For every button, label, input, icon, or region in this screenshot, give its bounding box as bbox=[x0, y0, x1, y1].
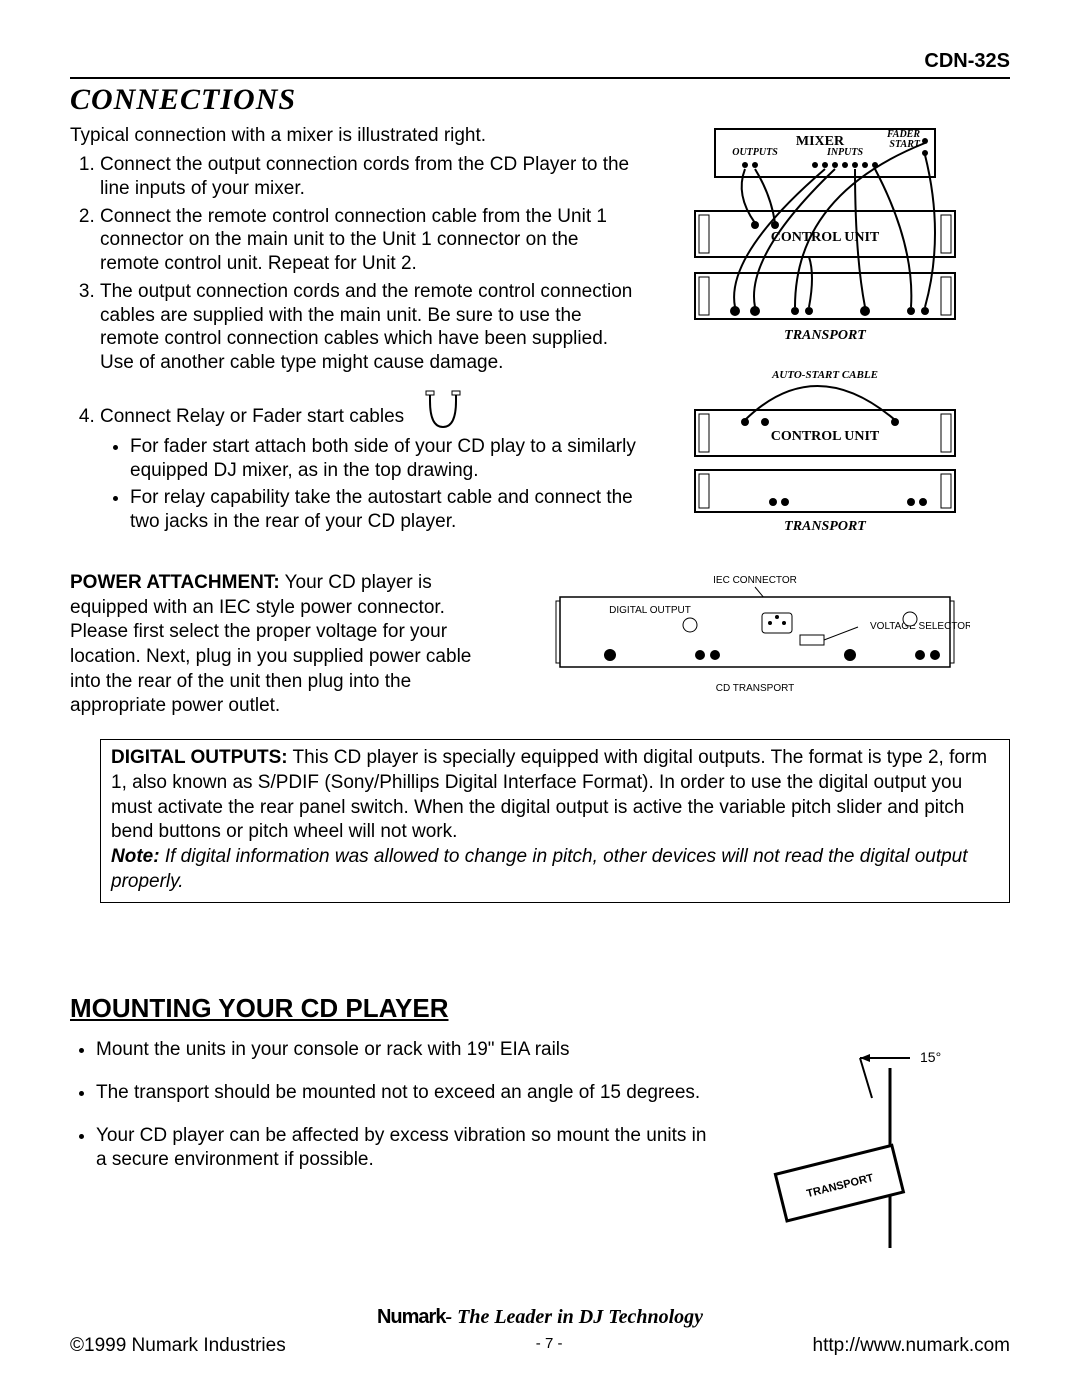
lbl-transport-1: TRANSPORT bbox=[784, 328, 867, 343]
mounting-diagram: 15° TRANSPORT bbox=[760, 1038, 960, 1258]
section-connections-title: CONNECTIONS bbox=[70, 77, 1010, 117]
lbl-autostart: AUTO-START CABLE bbox=[771, 369, 878, 381]
mixer-diagram: MIXER FADER START OUTPUTS INPUTS CONTROL… bbox=[685, 125, 965, 355]
step-4-row: Connect Relay or Fader start cables bbox=[70, 385, 640, 433]
mounting-text: Mount the units in your console or rack … bbox=[70, 1038, 710, 1191]
mounting-block: Mount the units in your console or rack … bbox=[70, 1038, 1010, 1263]
step-4-list: Connect Relay or Fader start cables bbox=[70, 405, 404, 433]
lbl-transport-2: TRANSPORT bbox=[784, 519, 867, 534]
autostart-diagram: AUTO-START CABLE CONTROL UNIT TRANSPORT bbox=[685, 366, 965, 546]
mounting-bullets: Mount the units in your console or rack … bbox=[70, 1038, 710, 1173]
mount-bullet-3: Your CD player can be affected by excess… bbox=[96, 1124, 710, 1173]
lbl-control-unit-1: CONTROL UNIT bbox=[771, 230, 880, 245]
footer-row: ©1999 Numark Industries - 7 - http://www… bbox=[70, 1335, 1010, 1357]
page-footer: Numark- The Leader in DJ Technology ©199… bbox=[70, 1306, 1010, 1357]
lbl-start: START bbox=[889, 139, 920, 150]
connections-text: Typical connection with a mixer is illus… bbox=[70, 125, 640, 544]
brand-logo: Numark bbox=[377, 1306, 445, 1328]
connection-steps: Connect the output connection cords from… bbox=[70, 153, 640, 375]
mounting-diagram-container: 15° TRANSPORT bbox=[710, 1038, 1010, 1263]
power-body: Your CD player is equipped with an IEC s… bbox=[70, 572, 471, 716]
digital-note-label: Note: bbox=[111, 846, 160, 867]
section-mounting-title: MOUNTING YOUR CD PLAYER bbox=[70, 993, 1010, 1024]
model-number: CDN-32S bbox=[70, 50, 1010, 73]
mount-bullet-2: The transport should be mounted not to e… bbox=[96, 1081, 710, 1106]
right-diagrams: MIXER FADER START OUTPUTS INPUTS CONTROL… bbox=[640, 125, 1010, 551]
sub-bullet-1: For fader start attach both side of your… bbox=[130, 435, 640, 483]
step-3: The output connection cords and the remo… bbox=[100, 280, 640, 375]
lbl-iec: IEC CONNECTOR bbox=[713, 575, 797, 586]
power-label: POWER ATTACHMENT: bbox=[70, 572, 280, 593]
brand-tagline: Numark- The Leader in DJ Technology bbox=[70, 1306, 1010, 1329]
lbl-control-unit-2: CONTROL UNIT bbox=[771, 429, 880, 444]
power-diagram-container: IEC CONNECTOR DIGITAL OUTPUT VOLTAGE SEL… bbox=[480, 571, 1010, 716]
digital-note: If digital information was allowed to ch… bbox=[111, 846, 968, 892]
step-1: Connect the output connection cords from… bbox=[100, 153, 640, 201]
step-2: Connect the remote control connection ca… bbox=[100, 205, 640, 276]
mount-bullet-1: Mount the units in your console or rack … bbox=[96, 1038, 710, 1063]
digital-label: DIGITAL OUTPUTS: bbox=[111, 747, 288, 768]
lbl-inputs: INPUTS bbox=[826, 147, 864, 158]
footer-url: http://www.numark.com bbox=[813, 1335, 1010, 1357]
connections-intro: Typical connection with a mixer is illus… bbox=[70, 125, 630, 147]
power-row: POWER ATTACHMENT: Your CD player is equi… bbox=[70, 571, 1010, 719]
power-diagram: IEC CONNECTOR DIGITAL OUTPUT VOLTAGE SEL… bbox=[540, 571, 970, 711]
page-number: - 7 - bbox=[536, 1335, 563, 1357]
manual-page: CDN-32S CONNECTIONS Typical connection w… bbox=[0, 0, 1080, 1397]
step-4-subbullets: For fader start attach both side of your… bbox=[70, 435, 640, 534]
step-4: Connect Relay or Fader start cables bbox=[100, 405, 404, 429]
lbl-voltage: VOLTAGE SELECTOR bbox=[870, 621, 970, 632]
lbl-digital-out: DIGITAL OUTPUT bbox=[609, 605, 691, 616]
sub-bullet-2: For relay capability take the autostart … bbox=[130, 486, 640, 534]
digital-outputs-box: DIGITAL OUTPUTS: This CD player is speci… bbox=[100, 739, 1010, 903]
power-text: POWER ATTACHMENT: Your CD player is equi… bbox=[70, 571, 480, 719]
lbl-cd-transport: CD TRANSPORT bbox=[716, 683, 795, 694]
tagline-text: - The Leader in DJ Technology bbox=[445, 1306, 703, 1328]
connections-block: Typical connection with a mixer is illus… bbox=[70, 125, 1010, 551]
lbl-outputs: OUTPUTS bbox=[732, 147, 778, 158]
copyright: ©1999 Numark Industries bbox=[70, 1335, 286, 1357]
u-cable-icon bbox=[408, 385, 478, 435]
lbl-angle: 15° bbox=[920, 1049, 941, 1065]
